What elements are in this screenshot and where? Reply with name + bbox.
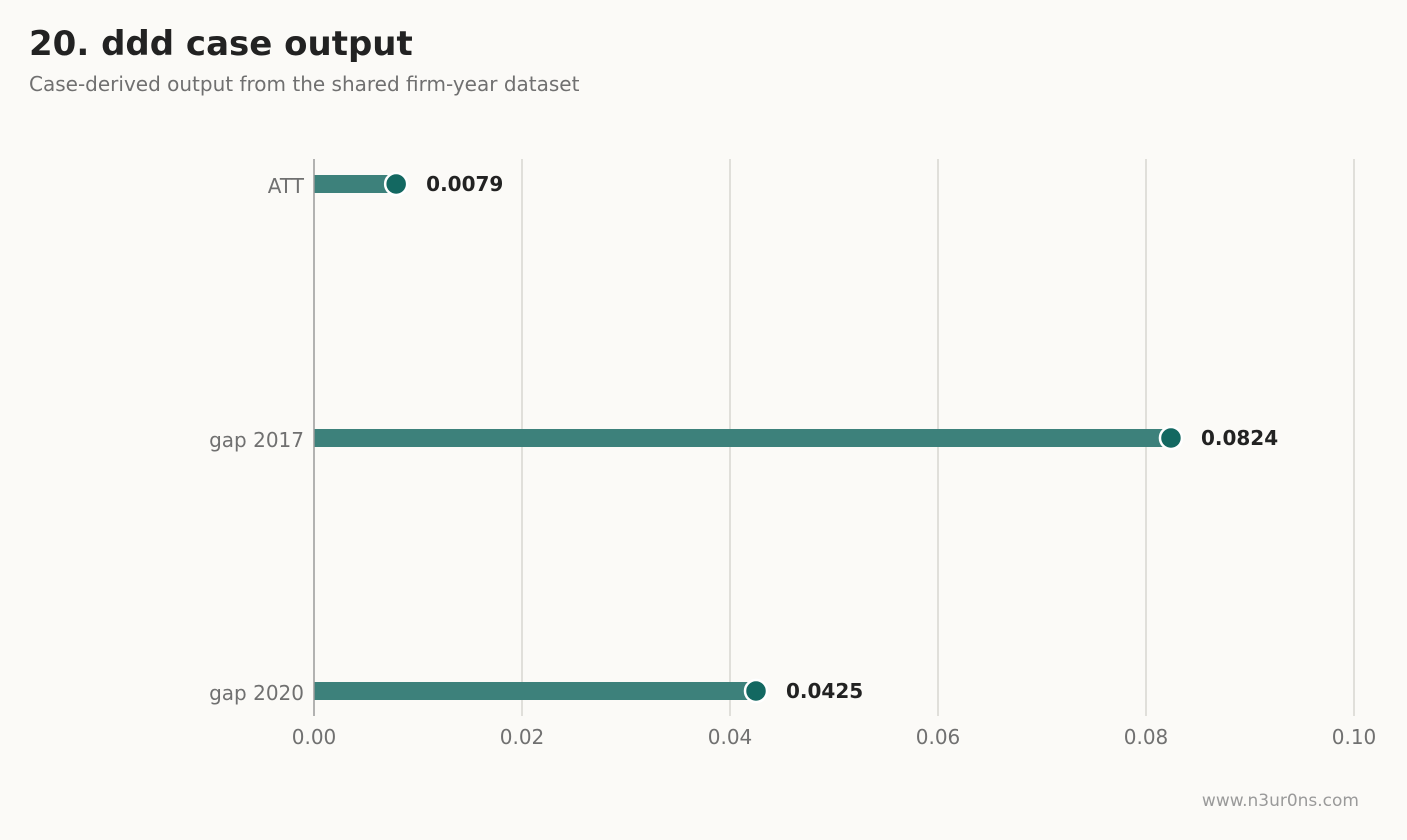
bar	[314, 175, 397, 193]
bar-end-dot	[743, 678, 769, 704]
category-label: gap 2017	[209, 428, 304, 452]
bar-end-dot	[383, 171, 409, 197]
category-label: gap 2020	[209, 681, 304, 705]
chart-title: 20. ddd case output	[29, 24, 413, 64]
bar	[314, 429, 1171, 447]
data-label: 0.0425	[786, 679, 863, 703]
data-label: 0.0079	[426, 172, 503, 196]
x-tick-label: 0.02	[500, 725, 545, 749]
x-tick-label: 0.04	[708, 725, 753, 749]
x-tick-label: 0.06	[916, 725, 961, 749]
bar	[314, 682, 756, 700]
chart-subtitle: Case-derived output from the shared firm…	[29, 72, 580, 96]
watermark: www.n3ur0ns.com	[1201, 791, 1359, 811]
category-label: ATT	[268, 174, 305, 198]
bar-end-dot	[1158, 425, 1184, 451]
category-labels: ATT gap 2017 gap 2020	[209, 174, 305, 705]
x-tick-label: 0.08	[1124, 725, 1169, 749]
data-label: 0.0824	[1201, 426, 1278, 450]
x-axis-ticks: 0.00 0.02 0.04 0.06 0.08 0.10	[292, 725, 1377, 749]
bars	[314, 171, 1184, 704]
x-tick-label: 0.10	[1332, 725, 1377, 749]
data-labels: 0.0079 0.0824 0.0425	[426, 172, 1278, 703]
x-tick-label: 0.00	[292, 725, 337, 749]
